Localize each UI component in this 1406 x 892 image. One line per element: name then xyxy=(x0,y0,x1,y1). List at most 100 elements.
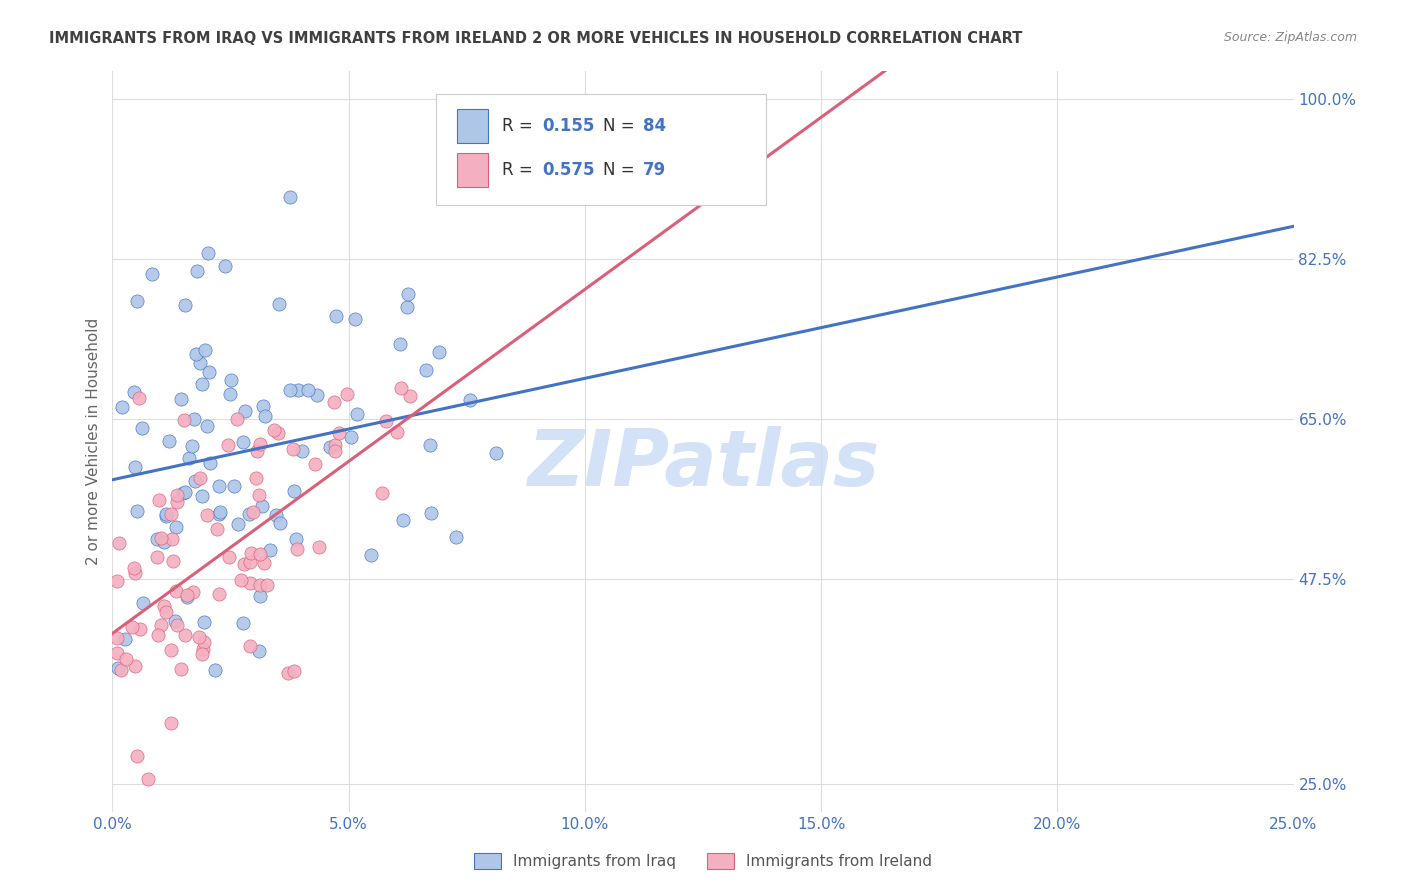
Point xyxy=(263,423,285,437)
Point xyxy=(208,587,231,601)
Point xyxy=(233,557,256,571)
Point xyxy=(232,615,254,630)
Point xyxy=(253,556,276,570)
Point xyxy=(110,400,132,414)
Point xyxy=(360,548,382,562)
Point xyxy=(259,542,281,557)
Point xyxy=(162,554,184,568)
Point xyxy=(336,387,359,401)
Point xyxy=(190,647,212,661)
Point xyxy=(308,541,330,555)
Text: Source: ZipAtlas.com: Source: ZipAtlas.com xyxy=(1223,31,1357,45)
Point xyxy=(399,389,422,403)
Point xyxy=(174,484,197,499)
Point xyxy=(232,435,254,450)
Point xyxy=(132,596,155,610)
Point xyxy=(193,615,215,630)
Point xyxy=(226,411,249,425)
Point xyxy=(217,438,239,452)
Point xyxy=(252,399,274,413)
Point xyxy=(148,492,170,507)
Point xyxy=(107,661,129,675)
Point xyxy=(245,471,267,485)
Point xyxy=(249,437,271,451)
Point xyxy=(186,346,208,360)
Point xyxy=(297,383,319,397)
Point xyxy=(181,584,204,599)
Point xyxy=(122,561,145,575)
Point xyxy=(191,641,214,656)
Point xyxy=(166,488,188,502)
Point xyxy=(124,566,146,581)
Point xyxy=(131,421,153,435)
Point xyxy=(247,643,270,657)
Point xyxy=(195,508,218,522)
Point xyxy=(219,374,242,388)
Point xyxy=(415,363,437,377)
Point xyxy=(323,443,346,458)
Point xyxy=(124,460,146,475)
Point xyxy=(124,659,146,673)
Point xyxy=(198,365,221,379)
Point xyxy=(183,411,205,425)
Point xyxy=(200,456,222,470)
Point xyxy=(191,489,214,503)
Point xyxy=(325,309,347,323)
Point xyxy=(157,434,180,448)
Point xyxy=(208,479,231,493)
Point xyxy=(170,662,193,676)
Point xyxy=(239,546,262,560)
Point xyxy=(267,297,290,311)
Point xyxy=(105,646,128,660)
Point xyxy=(285,541,308,556)
Point xyxy=(165,584,187,599)
Point xyxy=(242,506,264,520)
Point xyxy=(267,426,290,441)
Point xyxy=(125,504,148,518)
Point xyxy=(159,642,181,657)
Text: N =: N = xyxy=(603,161,640,179)
Point xyxy=(128,391,150,405)
Point xyxy=(174,628,197,642)
Point xyxy=(269,516,291,530)
Point xyxy=(224,479,246,493)
Text: 84: 84 xyxy=(643,117,665,135)
Point xyxy=(176,590,198,604)
Point xyxy=(153,599,176,613)
Point xyxy=(208,507,231,521)
Point xyxy=(370,486,392,500)
Point xyxy=(108,536,131,550)
Point xyxy=(105,631,128,645)
Point xyxy=(419,437,441,451)
Point xyxy=(253,409,276,423)
Point xyxy=(392,513,415,527)
Point xyxy=(396,300,419,314)
Point xyxy=(278,384,301,398)
Point xyxy=(176,588,198,602)
Point xyxy=(264,508,287,522)
Point xyxy=(389,381,412,395)
Point xyxy=(420,506,443,520)
Point xyxy=(233,403,256,417)
Point xyxy=(172,486,194,500)
Point xyxy=(396,287,419,301)
Point xyxy=(146,549,169,564)
Point xyxy=(346,407,368,421)
Point xyxy=(188,356,211,370)
Point xyxy=(238,507,260,521)
Point xyxy=(122,385,145,400)
Point xyxy=(136,772,159,786)
Text: ZIPatlas: ZIPatlas xyxy=(527,425,879,502)
Point xyxy=(114,632,136,646)
Point xyxy=(155,507,177,521)
Point xyxy=(163,614,186,628)
Point xyxy=(226,516,249,531)
Point xyxy=(343,312,366,326)
Point xyxy=(256,578,278,592)
Point xyxy=(115,651,138,665)
Point xyxy=(249,578,271,592)
Point xyxy=(485,445,508,459)
Point xyxy=(141,268,163,282)
Point xyxy=(277,666,299,681)
Point xyxy=(283,442,305,456)
